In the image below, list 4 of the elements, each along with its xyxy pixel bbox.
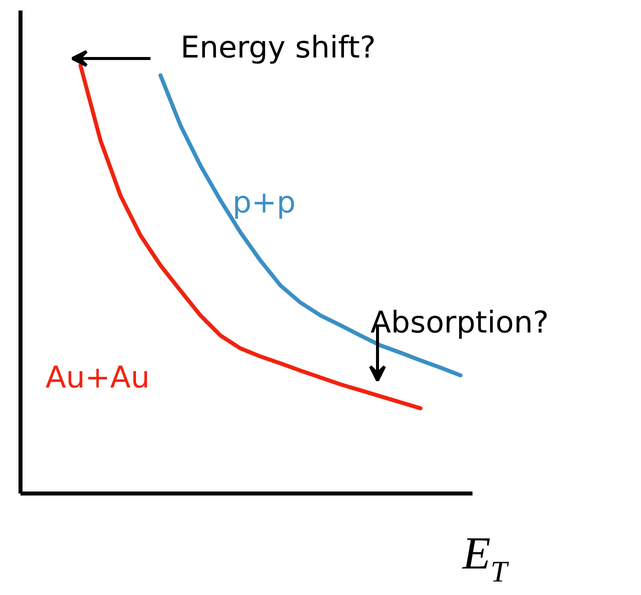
annotation: Absorption? — [370, 306, 549, 340]
text: Energy shift? — [180, 30, 376, 66]
text: Au+Au — [46, 360, 150, 396]
series-label: p+p — [232, 186, 296, 220]
